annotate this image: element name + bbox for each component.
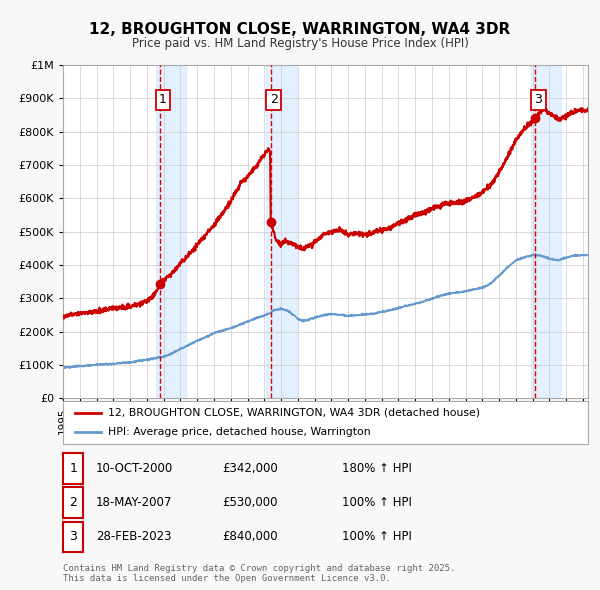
Text: 100% ↑ HPI: 100% ↑ HPI [342, 496, 412, 509]
Text: £840,000: £840,000 [222, 530, 278, 543]
Text: 2: 2 [270, 93, 278, 106]
Text: 18-MAY-2007: 18-MAY-2007 [96, 496, 172, 509]
Text: 3: 3 [535, 93, 542, 106]
Text: 10-OCT-2000: 10-OCT-2000 [96, 462, 173, 475]
Text: Price paid vs. HM Land Registry's House Price Index (HPI): Price paid vs. HM Land Registry's House … [131, 37, 469, 50]
Bar [266, 65, 296, 398]
Text: Contains HM Land Registry data © Crown copyright and database right 2025.
This d: Contains HM Land Registry data © Crown c… [63, 563, 455, 583]
Text: 100% ↑ HPI: 100% ↑ HPI [342, 530, 412, 543]
Text: £342,000: £342,000 [222, 462, 278, 475]
Text: £530,000: £530,000 [222, 496, 277, 509]
Text: 180% ↑ HPI: 180% ↑ HPI [342, 462, 412, 475]
Text: 12, BROUGHTON CLOSE, WARRINGTON, WA4 3DR: 12, BROUGHTON CLOSE, WARRINGTON, WA4 3DR [89, 22, 511, 37]
Text: 2: 2 [69, 496, 77, 509]
Text: 28-FEB-2023: 28-FEB-2023 [96, 530, 172, 543]
Text: 1: 1 [69, 462, 77, 475]
Text: 3: 3 [69, 530, 77, 543]
Bar [531, 65, 562, 398]
Text: 1: 1 [159, 93, 167, 106]
Text: 12, BROUGHTON CLOSE, WARRINGTON, WA4 3DR (detached house): 12, BROUGHTON CLOSE, WARRINGTON, WA4 3DR… [107, 408, 479, 418]
Text: HPI: Average price, detached house, Warrington: HPI: Average price, detached house, Warr… [107, 427, 370, 437]
Bar [156, 65, 186, 398]
